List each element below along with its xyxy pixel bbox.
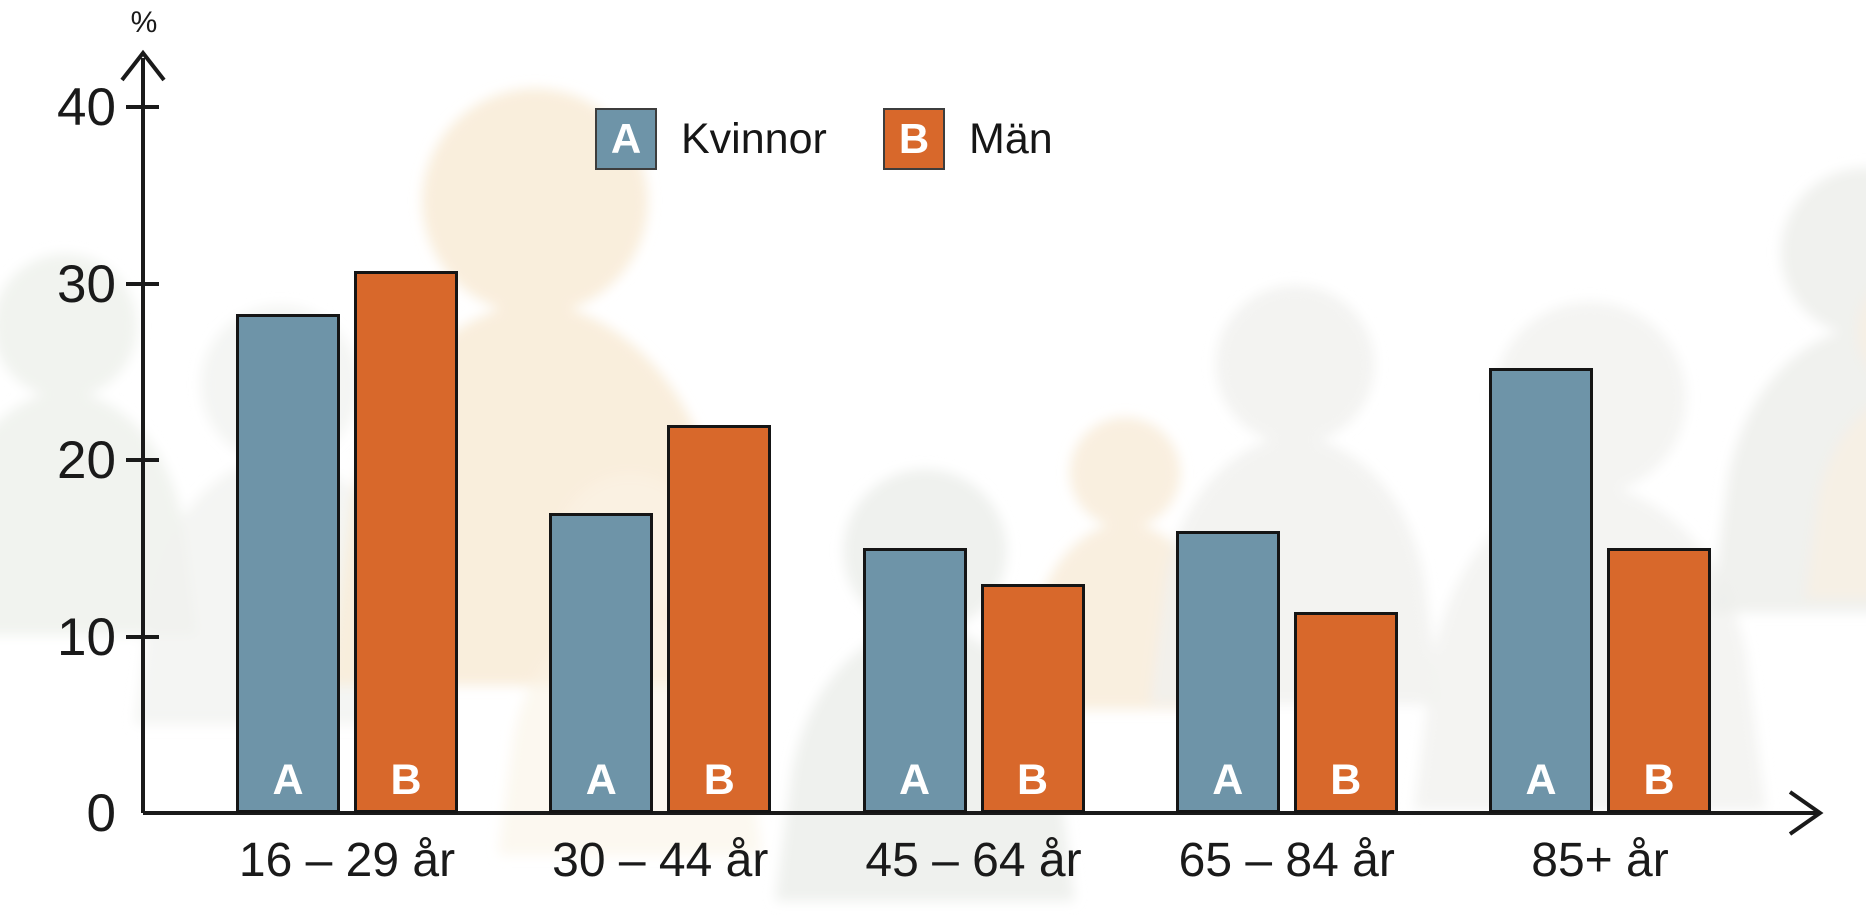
- bar-letter: A: [1525, 755, 1557, 804]
- y-tick-mark: [126, 105, 159, 109]
- bar-letter: A: [898, 756, 931, 804]
- bar-letter: A: [272, 755, 304, 804]
- bar-A-group-5: A: [1489, 368, 1593, 813]
- y-tick-label: 40: [57, 78, 116, 137]
- x-axis-label: 45 – 64 år: [865, 834, 1082, 887]
- y-axis-arrow-icon: [120, 49, 166, 82]
- bar-letter: B: [703, 755, 735, 804]
- bar-letter: B: [1643, 756, 1675, 804]
- y-tick-mark: [126, 281, 159, 286]
- legend-label-man: Män: [969, 115, 1053, 163]
- x-axis-arrow-icon: [1788, 790, 1824, 836]
- y-tick-label: 20: [57, 431, 116, 490]
- bar-B-group-3: B: [980, 583, 1085, 813]
- y-axis-unit-label: %: [130, 6, 158, 39]
- bar-letter: A: [1212, 755, 1244, 804]
- bar-letter: B: [1330, 755, 1362, 804]
- bar-letter: B: [390, 755, 422, 804]
- legend-swatch-man: B: [883, 108, 945, 170]
- x-axis-label: 30 – 44 år: [552, 834, 769, 887]
- legend-item-man: B Män: [883, 108, 1053, 170]
- bar-B-group-2: B: [667, 424, 772, 813]
- y-tick-label: 30: [57, 254, 116, 314]
- bar-A-group-1: A: [236, 313, 340, 813]
- bar-B-group-5: B: [1607, 548, 1711, 813]
- bar-B-group-4: B: [1293, 611, 1398, 813]
- legend-label-kvinnor: Kvinnor: [681, 115, 827, 163]
- bar-A-group-2: A: [549, 512, 654, 813]
- legend-item-kvinnor: A Kvinnor: [595, 108, 827, 170]
- y-tick-mark: [126, 634, 159, 639]
- x-axis-label: 85+ år: [1531, 834, 1669, 887]
- bar-A-group-3: A: [862, 548, 967, 813]
- x-axis-label: 16 – 29 år: [238, 834, 456, 887]
- y-tick-mark: [126, 458, 159, 462]
- x-axis-label: 65 – 84 år: [1178, 834, 1395, 887]
- bar-letter: B: [1016, 755, 1049, 804]
- bar-A-group-4: A: [1175, 530, 1280, 813]
- bar-letter: A: [585, 755, 617, 804]
- bar-B-group-1: B: [354, 271, 458, 813]
- y-tick-label: 0: [86, 784, 116, 843]
- legend-swatch-kvinnor: A: [595, 108, 657, 170]
- y-tick-label: 10: [57, 607, 116, 667]
